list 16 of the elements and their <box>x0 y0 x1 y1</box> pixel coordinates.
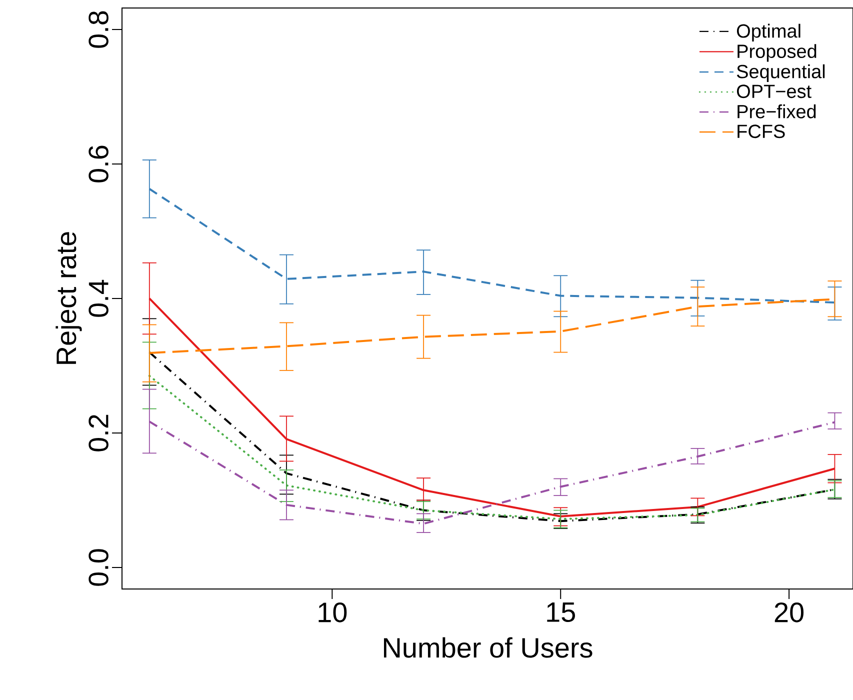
legend-label: OPT−est <box>736 84 812 98</box>
x-tick-label: 10 <box>318 602 347 622</box>
x-tick-label: 20 <box>774 602 804 622</box>
legend-label: FCFS <box>738 124 785 138</box>
x-axis-title: Number of Users <box>384 637 592 658</box>
y-tick-label: 0.6 <box>88 146 108 182</box>
y-axis-title: Reject rate <box>56 232 82 364</box>
y-tick-label: 0.2 <box>88 414 108 452</box>
y-tick-label: 0.8 <box>88 11 108 48</box>
y-tick-label: 0.4 <box>88 280 108 317</box>
legend-label: Optimal <box>736 24 800 42</box>
x-tick-label: 15 <box>547 602 575 622</box>
legend-label: Proposed <box>738 44 816 62</box>
legend-label: Pre−fixed <box>738 104 816 118</box>
legend-label: Sequential <box>736 64 825 82</box>
y-tick-label: 0.0 <box>88 549 108 586</box>
